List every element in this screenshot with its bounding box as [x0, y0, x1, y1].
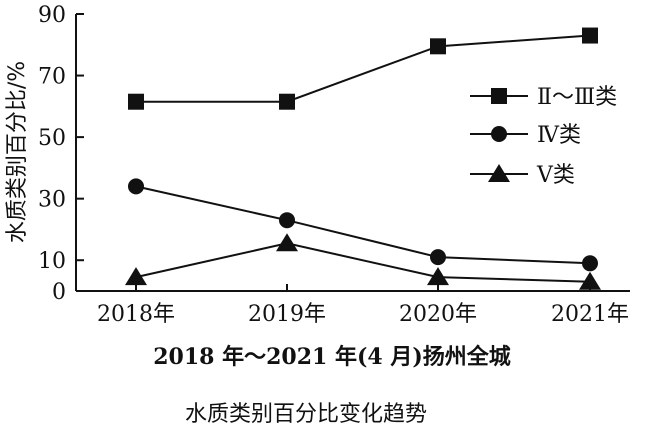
x-tick-label: 2020年 [399, 302, 477, 327]
legend-marker [488, 164, 510, 182]
y-axis-label: 水质类别百分比/% [5, 61, 30, 243]
x-tick-label: 2018年 [97, 302, 175, 327]
data-point [128, 178, 144, 195]
series-layer [125, 27, 601, 290]
y-tick-label: 50 [38, 126, 66, 151]
legend-label: Ⅳ类 [537, 123, 581, 148]
data-point [128, 93, 144, 110]
series-line [136, 34, 591, 103]
series-circle [128, 178, 598, 272]
x-ticks: 2018年 2019年 2020年 2021年 [97, 284, 629, 327]
y-tick-label: 70 [38, 65, 66, 90]
y-tick-label: 10 [38, 249, 66, 274]
legend-marker [491, 88, 507, 104]
data-point [279, 93, 295, 110]
data-point [276, 233, 298, 252]
legend-marker [491, 126, 507, 142]
y-ticks: 0 10 30 50 70 90 [38, 3, 84, 305]
data-point [427, 267, 449, 286]
data-point [430, 38, 446, 55]
data-point [430, 249, 446, 266]
y-tick-label: 30 [38, 188, 66, 213]
y-tick-label: 90 [38, 3, 66, 28]
data-point [279, 212, 295, 229]
y-tick-label: 0 [52, 280, 66, 305]
data-point [125, 267, 147, 286]
chart-title: 2018 年～2021 年(4 月)扬州全城 [153, 344, 511, 370]
x-tick-label: 2021年 [551, 302, 629, 327]
data-point [582, 27, 598, 44]
legend: Ⅱ～Ⅲ类 Ⅳ类 Ⅴ类 [470, 85, 617, 188]
data-point [582, 255, 598, 272]
series-line [135, 185, 591, 265]
data-point [579, 271, 601, 290]
series-square [128, 27, 598, 110]
legend-label: Ⅱ～Ⅲ类 [537, 85, 617, 110]
legend-label: Ⅴ类 [536, 163, 575, 188]
chart-subtitle: 水质类别百分比变化趋势 [185, 402, 427, 427]
series-line [135, 242, 591, 283]
series-triangle [125, 233, 601, 290]
x-tick-label: 2019年 [248, 302, 326, 327]
